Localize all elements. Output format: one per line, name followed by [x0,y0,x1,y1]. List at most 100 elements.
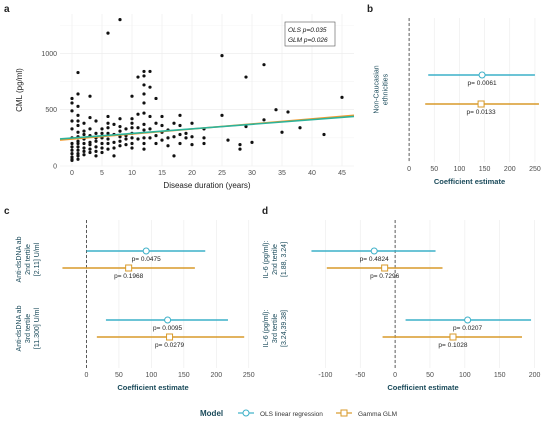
data-point [118,129,122,133]
p-value-label: p= 0.1028 [438,342,467,349]
data-point [244,124,248,129]
data-point [76,130,80,134]
data-point [112,146,116,150]
data-point [70,109,74,113]
y-tick-label: 1000 [41,51,57,58]
data-point [76,104,80,108]
x-tick-label: 150 [479,166,491,173]
group-label-line: Anti-dsDNA ab [16,305,23,351]
data-point [178,141,182,146]
data-point [142,101,146,105]
data-point [106,137,110,141]
p-value-label: p= 0.0207 [453,325,482,332]
data-point [142,74,146,78]
data-point [142,128,146,132]
x-tick-label: -50 [355,372,365,379]
data-point [100,141,104,146]
data-point [322,132,326,137]
x-axis-title: Coefficient estimate [117,383,188,392]
data-point [118,135,122,139]
p-value-label: p= 0.0475 [132,256,161,263]
data-point [76,139,80,143]
x-tick-label: 30 [248,170,256,177]
data-point [76,119,80,123]
y-tick-label: 500 [45,107,57,114]
x-tick-label: 0 [407,166,411,173]
panel-letter-b: b [367,4,373,15]
data-point [172,154,176,158]
data-point [112,140,116,144]
x-axis-title: Coefficient estimate [387,383,458,392]
p-value-label: p= 0.0133 [467,109,496,116]
data-point [76,145,80,149]
estimate-point-glm [449,333,457,341]
data-point [94,131,98,135]
data-point [148,114,152,119]
data-point [142,69,146,74]
data-point [106,31,110,35]
data-point [202,141,206,146]
data-point [130,146,134,150]
x-tick-label: 40 [308,170,316,177]
data-point [184,131,188,135]
data-point [340,95,344,99]
data-point [70,101,74,105]
data-point [70,119,74,123]
annotation-glm: GLM p=0.026 [288,37,328,44]
estimate-point-glm [381,264,389,272]
data-point [220,54,224,58]
data-point [106,114,110,119]
group-label-line: 3rd tertile [272,314,279,343]
data-point [136,137,140,141]
x-tick-label: 45 [338,170,346,177]
data-point [142,122,146,126]
data-point [142,111,146,115]
data-point [112,154,116,158]
data-point [250,140,254,144]
x-tick-label: 200 [504,166,516,173]
data-point [88,143,92,147]
estimate-point-ols [142,247,150,255]
legend-title: Model [200,409,223,418]
x-tick-label: 0 [85,372,89,379]
x-tick-label: 20 [188,170,196,177]
data-point [172,135,176,139]
estimate-point-ols [164,316,172,324]
data-point [100,127,104,131]
group-label-line: [11.300] U/ml [34,308,41,350]
p-value-label: p= 0.0279 [155,342,184,349]
data-point [244,75,248,79]
estimate-point-ols [464,316,472,324]
data-point [130,94,134,98]
data-point [70,148,74,152]
data-point [100,131,104,135]
x-tick-label: 200 [210,372,222,379]
forest-panel-c: 0 50 100 150 200 250 Coefficient estimate Anti-… [16,220,255,392]
data-point [88,94,92,98]
data-point [190,135,194,139]
legend-label-glm: Gamma GLM [358,411,397,418]
annotation-box [284,21,336,47]
x-tick-label: -100 [318,372,332,379]
x-tick-label: 150 [178,372,190,379]
data-point [118,18,122,22]
data-point [76,152,80,156]
data-point [76,70,80,75]
data-point [76,154,80,158]
data-point [106,126,110,130]
annotation-ols: OLS p=0.035 [288,27,327,34]
data-point [88,127,92,131]
data-point [190,121,194,125]
data-point [178,113,182,117]
data-point [142,92,146,96]
p-value-label: p= 0.0061 [468,80,497,87]
estimate-point-glm [477,100,485,108]
data-point [118,139,122,143]
x-tick-label: 35 [278,170,286,177]
data-point [94,149,98,153]
data-point [88,140,92,144]
group-label-line: IL-6 (pg/ml): [263,241,270,279]
y-axis-title: CML (pg/ml) [15,68,24,112]
data-point [238,147,242,151]
